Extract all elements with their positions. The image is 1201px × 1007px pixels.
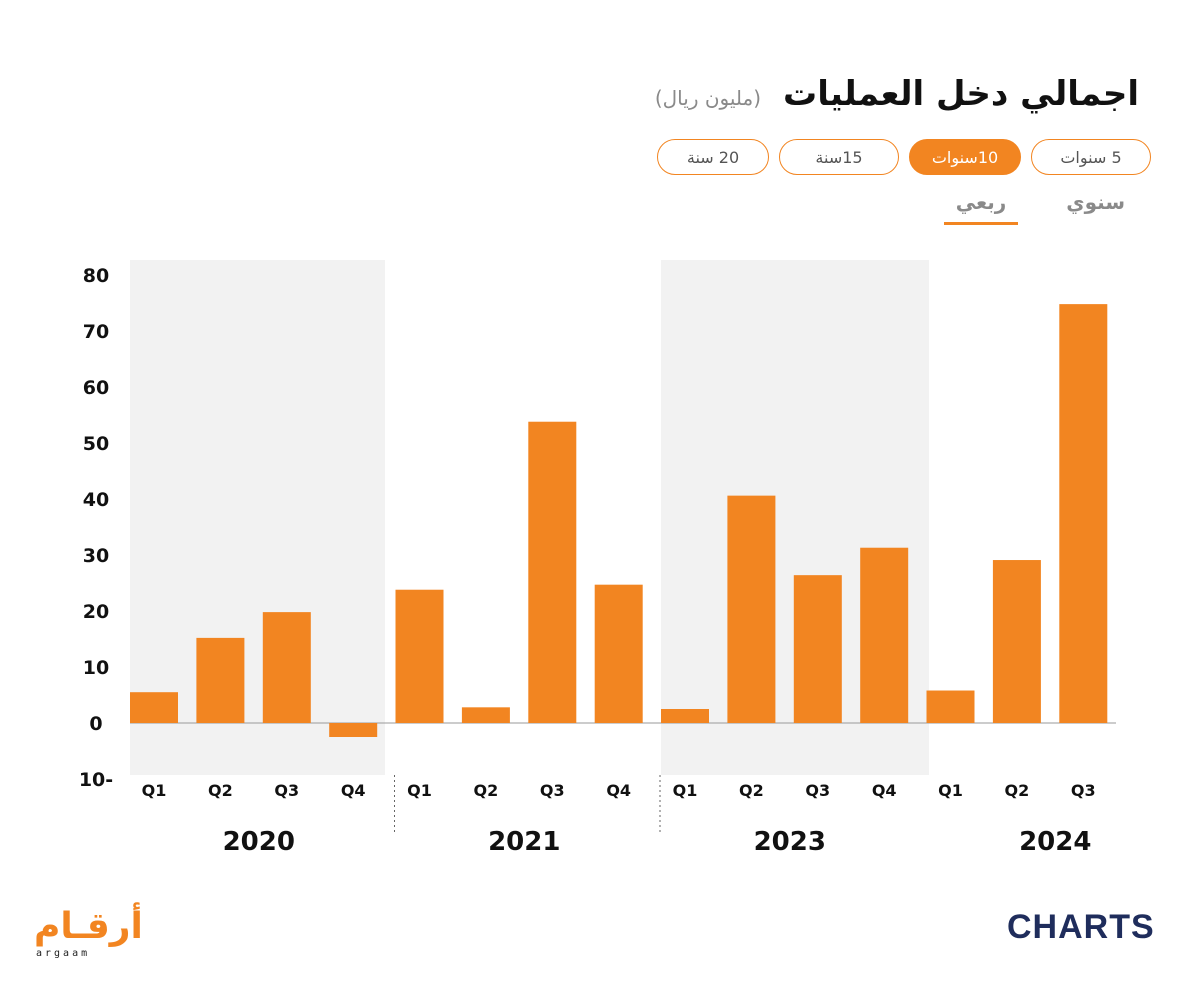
- quarter-label: Q3: [805, 781, 830, 800]
- quarter-label: Q4: [341, 781, 366, 800]
- argaam-logo: أرقـام argaam: [34, 906, 143, 960]
- bar-2024-Q3: [1059, 304, 1108, 723]
- bar-2021-Q1: [395, 589, 444, 723]
- quarter-label: Q2: [474, 781, 499, 800]
- y-tick-label: 50: [83, 433, 109, 455]
- quarter-label: Q3: [1071, 781, 1096, 800]
- quarter-label: Q4: [606, 781, 631, 800]
- bar-2020-Q1: [130, 692, 178, 723]
- range-pill-15-years[interactable]: 15سنة: [779, 139, 899, 175]
- argaam-logo-arabic: أرقـام: [34, 906, 143, 947]
- bar-2023-Q1: [661, 709, 709, 723]
- y-tick-label: 10: [83, 657, 109, 679]
- bar-2021-Q4: [594, 584, 643, 723]
- quarter-label: Q3: [540, 781, 565, 800]
- chart-unit: (مليون ريال): [654, 86, 762, 110]
- tab-annual[interactable]: سنوي: [1066, 190, 1125, 214]
- year-label-2020: 2020: [223, 827, 295, 857]
- quarter-label: Q2: [739, 781, 764, 800]
- year-label-2021: 2021: [488, 827, 560, 857]
- year-band-2020: [130, 260, 385, 775]
- bar-2023-Q3: [793, 575, 842, 723]
- title-row: اجمالي دخل العمليات (مليون ريال): [655, 74, 1139, 114]
- bar-2023-Q2: [727, 495, 776, 723]
- bar-2021-Q3: [528, 421, 577, 723]
- quarter-label: Q1: [673, 781, 698, 800]
- y-tick-label: 10-: [79, 769, 113, 791]
- y-tick-label: 80: [83, 265, 109, 287]
- range-selector: 5 سنوات 10سنوات 15سنة 20 سنة: [657, 139, 1151, 175]
- bar-2020-Q3: [262, 612, 311, 723]
- quarter-label: Q2: [1005, 781, 1030, 800]
- y-tick-label: 0: [89, 713, 102, 735]
- y-tick-label: 40: [83, 489, 109, 511]
- range-pill-10-years[interactable]: 10سنوات: [909, 139, 1021, 175]
- year-label-2024: 2024: [1019, 827, 1091, 857]
- range-pill-20-years[interactable]: 20 سنة: [657, 139, 769, 175]
- quarter-label: Q4: [872, 781, 897, 800]
- bar-2020-Q4: [329, 723, 378, 737]
- quarter-label: Q1: [142, 781, 167, 800]
- range-pill-5-years[interactable]: 5 سنوات: [1031, 139, 1151, 175]
- period-tabs: سنوي ربعي: [943, 190, 1137, 225]
- bar-2021-Q2: [461, 707, 510, 723]
- y-tick-label: 70: [83, 321, 109, 343]
- argaam-logo-latin: argaam: [36, 948, 91, 959]
- chart-title: اجمالي دخل العمليات: [783, 74, 1139, 114]
- y-tick-label: 30: [83, 545, 109, 567]
- charts-logo: CHARTS: [1007, 908, 1155, 946]
- bar-2024-Q1: [926, 690, 975, 723]
- y-tick-label: 20: [83, 601, 109, 623]
- year-label-2023: 2023: [754, 827, 826, 857]
- quarter-label: Q1: [407, 781, 432, 800]
- quarter-label: Q3: [274, 781, 299, 800]
- bar-2023-Q4: [860, 547, 909, 723]
- y-tick-label: 60: [83, 377, 109, 399]
- tab-quarterly[interactable]: ربعي: [943, 190, 1019, 225]
- bar-2020-Q2: [196, 637, 245, 723]
- quarter-label: Q1: [938, 781, 963, 800]
- bar-2024-Q2: [992, 560, 1041, 723]
- quarter-label: Q2: [208, 781, 233, 800]
